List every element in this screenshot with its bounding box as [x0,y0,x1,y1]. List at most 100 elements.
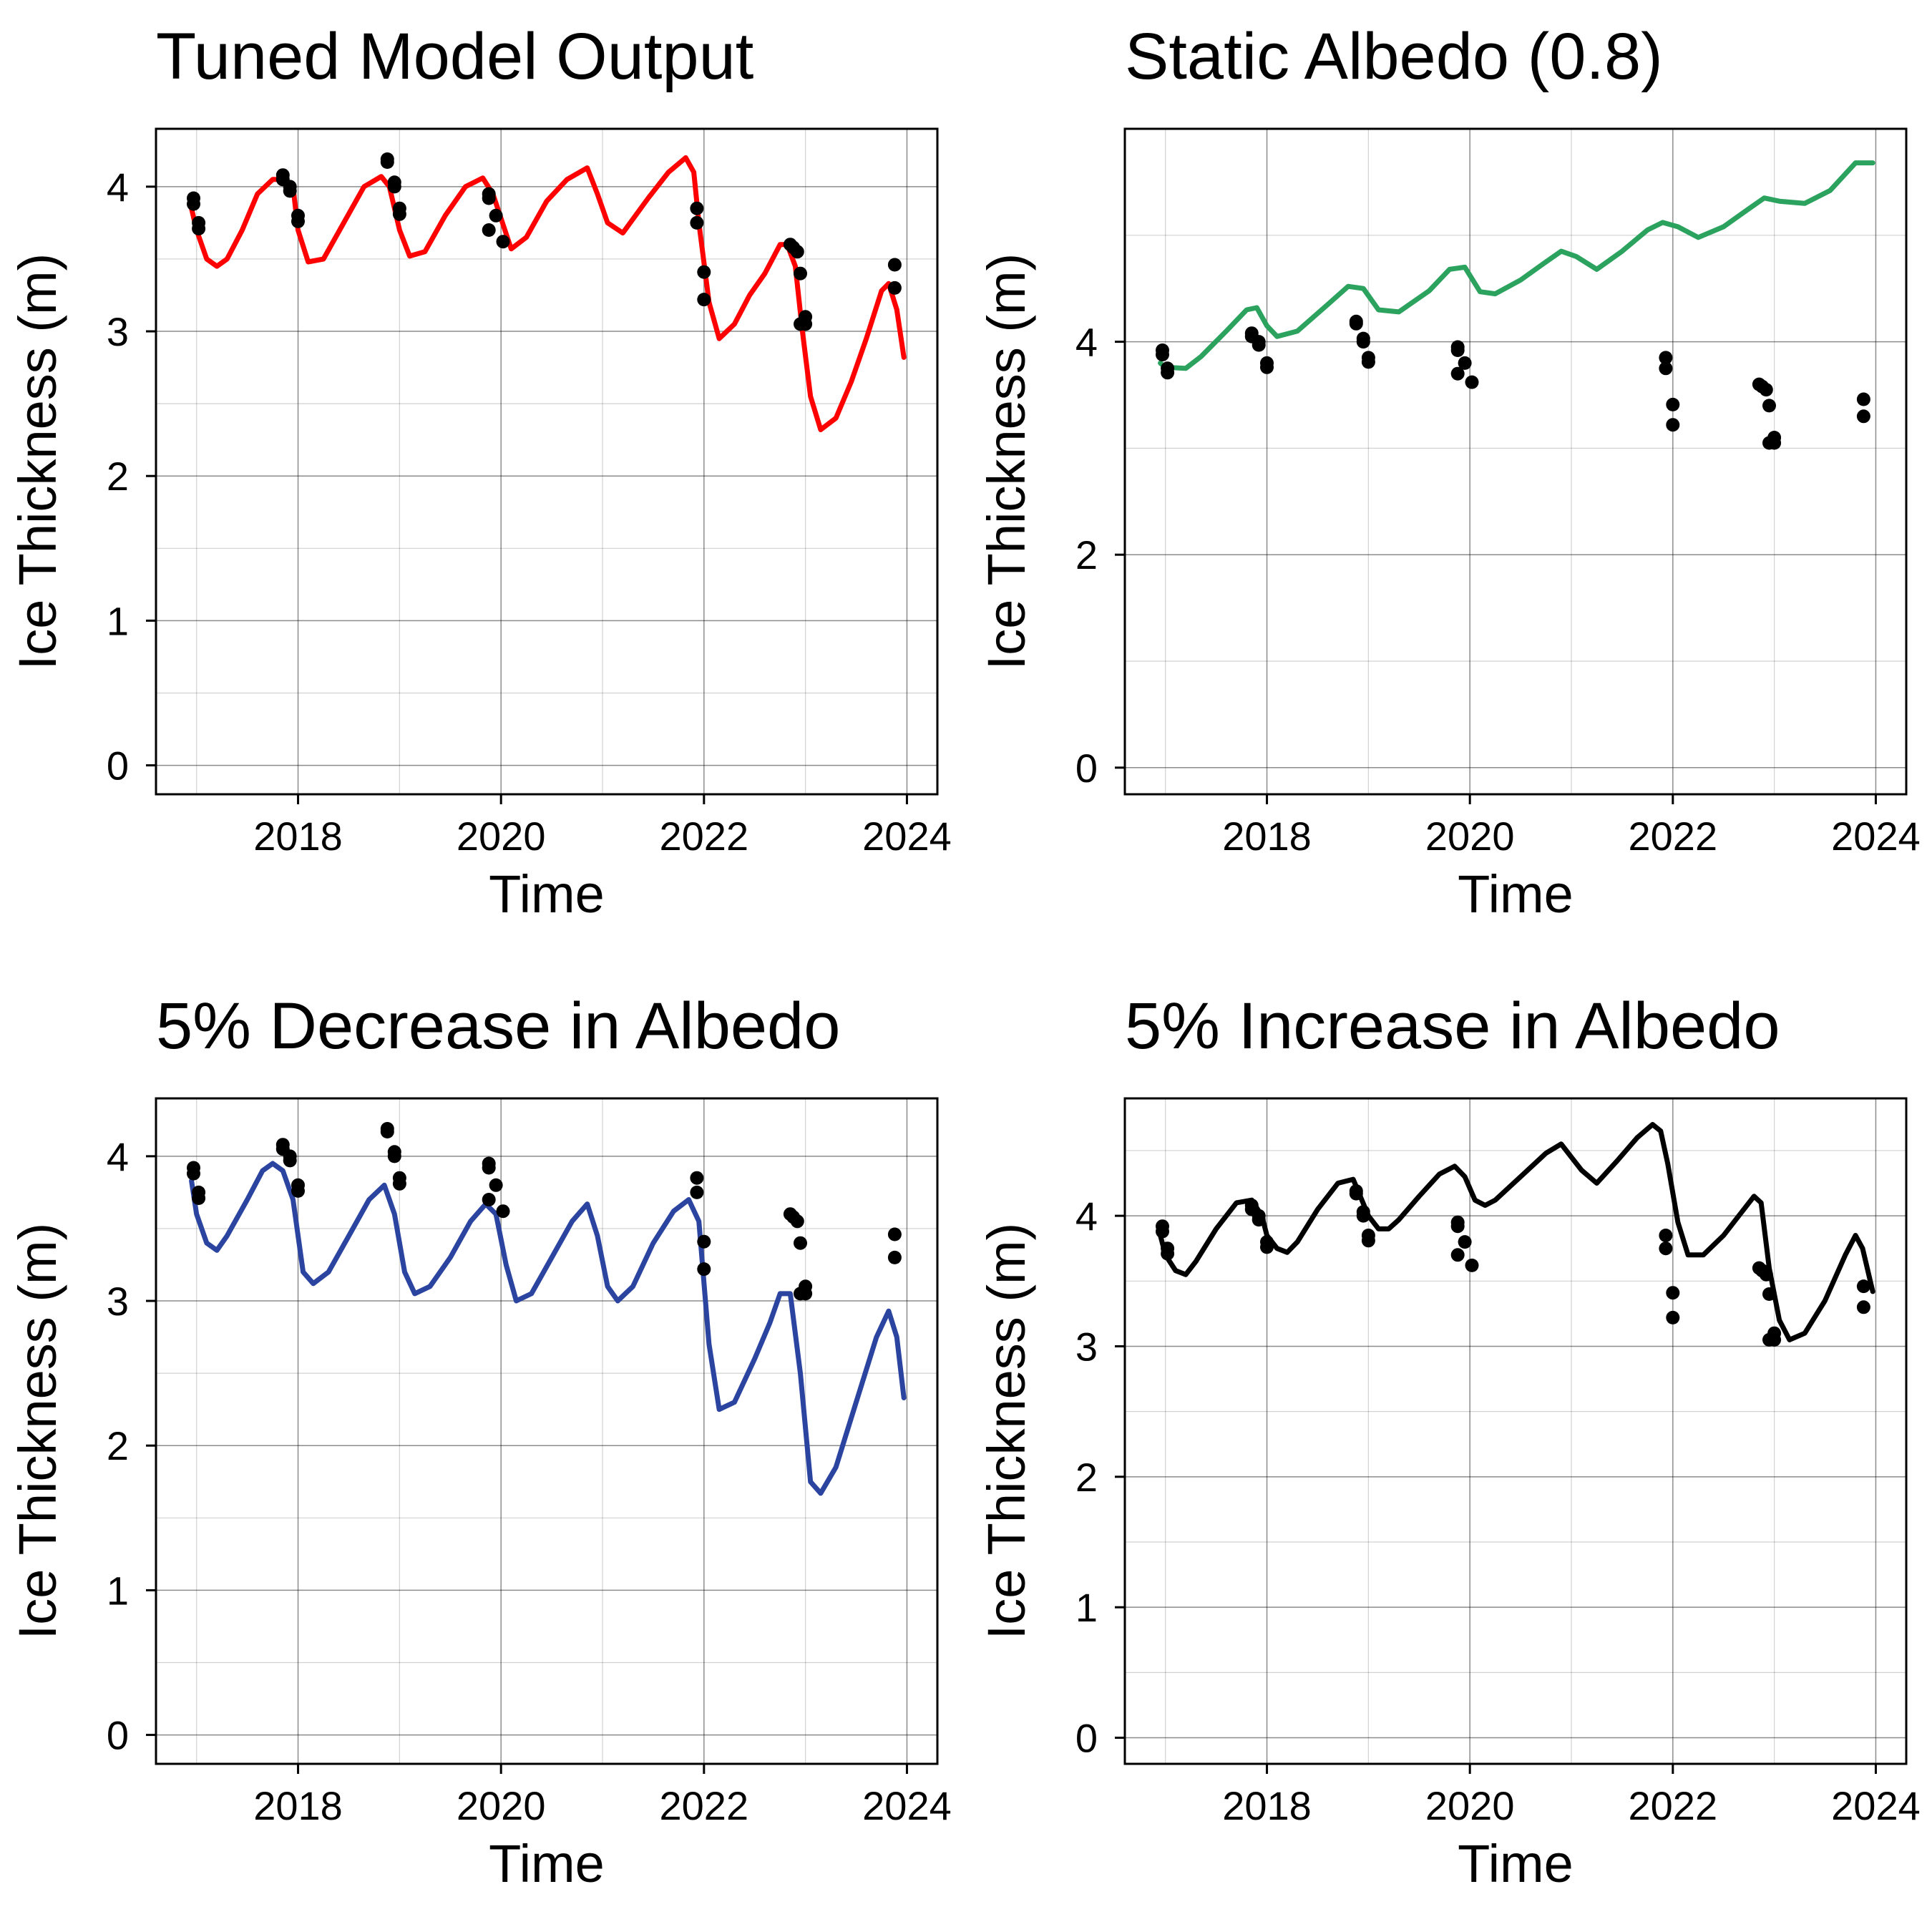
observation-point [887,1250,902,1264]
observation-point [1856,1279,1870,1294]
y-axis-label: Ice Thickness (m) [977,253,1036,670]
observation-point [1856,1300,1870,1314]
observation-point [1458,356,1472,370]
x-axis-label: Time [489,864,605,924]
x-tick-label: 2020 [457,814,546,859]
observation-point [1767,436,1782,450]
observation-point [1450,1248,1465,1262]
y-tick-label: 2 [1075,1455,1098,1500]
observation-point [1450,343,1465,357]
observation-point [697,265,711,279]
y-tick-label: 0 [107,743,129,789]
observation-point [392,207,406,221]
observation-point [482,1193,496,1206]
model-series-line [1158,160,1875,371]
observation-point [489,208,503,223]
observation-point [690,201,704,215]
x-axis-label: Time [489,1834,605,1893]
panel-title: 5% Increase in Albedo [1125,990,1780,1063]
y-tick-label: 3 [107,309,129,354]
observation-point [1156,348,1169,361]
observation-point [489,1178,503,1192]
observation-point [1465,1258,1479,1272]
observation-point [1666,397,1680,411]
y-tick-label: 4 [1075,1194,1098,1239]
observation-point [291,1184,305,1198]
x-tick-label: 2024 [1831,1783,1921,1828]
x-tick-label: 2024 [862,1783,952,1828]
observation-point [482,191,496,205]
panel-static-albedo: 2018 2020 2022 2024 0 2 4 Static Albedo (0.8) Ti… [977,20,1921,924]
y-tick-label: 0 [1075,1716,1098,1761]
x-tick-label: 2022 [660,1783,749,1828]
y-tick-label: 3 [1075,1324,1098,1369]
observation-point [1356,1209,1370,1223]
y-tick-label: 1 [107,598,129,643]
x-tick-label: 2018 [253,1783,343,1828]
observation-point [1349,1186,1363,1201]
observation-point [482,223,496,237]
observation-point [496,235,510,249]
observation-point [1161,1246,1175,1261]
observation-point [1465,375,1479,389]
y-tick-label: 1 [107,1568,129,1613]
y-tick-label: 0 [107,1713,129,1758]
y-tick-label: 2 [107,1423,129,1468]
panel-title: 5% Decrease in Albedo [156,990,840,1063]
observation-point [187,197,200,211]
y-tick-label: 2 [1075,532,1098,577]
observation-point [1666,1310,1680,1324]
observation-point [192,222,206,235]
x-tick-label: 2018 [1222,1783,1312,1828]
observation-point [1260,360,1274,374]
x-tick-label: 2022 [660,814,749,859]
y-axis-label: Ice Thickness (m) [8,253,67,670]
observation-point [392,1176,406,1191]
y-axis-label: Ice Thickness (m) [977,1223,1036,1640]
x-tick-label: 2020 [1425,1783,1515,1828]
observation-point [1450,1219,1465,1234]
x-tick-label: 2024 [1831,814,1921,859]
observation-point [283,184,297,198]
observation-point [1762,399,1776,413]
observation-point [1856,392,1870,406]
y-tick-label: 3 [107,1279,129,1324]
observation-point [1659,361,1673,376]
observation-point [799,317,813,331]
observation-point [1361,355,1375,369]
plot-frame [1123,127,1908,796]
plot-frame [155,1097,939,1765]
observation-point [697,293,711,307]
x-tick-label: 2022 [1629,814,1718,859]
observation-point [697,1234,711,1249]
x-tick-label: 2018 [253,814,343,859]
observation-point [1156,1224,1169,1239]
observation-point [380,1125,394,1138]
observation-point [387,1149,401,1163]
observation-point [794,1236,807,1250]
observation-point [1659,351,1673,365]
observation-point [1666,1286,1680,1300]
x-axis-label: Time [1458,1834,1574,1893]
observation-point [283,1153,297,1168]
observation-point [1260,1240,1274,1254]
model-series-line [189,1161,907,1496]
panel-tuned-model-output: 2018 2020 2022 2024 0 1 2 3 4 Tuned Model Output T… [8,20,952,924]
y-tick-label: 2 [107,454,129,499]
y-tick-label: 4 [107,165,129,210]
y-tick-label: 4 [1075,320,1098,365]
observation-point [697,1262,711,1277]
observation-point [1759,383,1773,397]
observation-point [1252,338,1266,352]
y-tick-label: 4 [107,1134,129,1179]
observation-point [1659,1229,1673,1242]
plot-frame [1123,1097,1908,1765]
observation-point [887,258,902,272]
observation-point [1767,1332,1782,1347]
observation-point [482,1161,496,1175]
observation-point [1759,1267,1773,1282]
observation-point [887,280,902,295]
observation-point [1450,366,1465,381]
y-tick-label: 1 [1075,1585,1098,1630]
